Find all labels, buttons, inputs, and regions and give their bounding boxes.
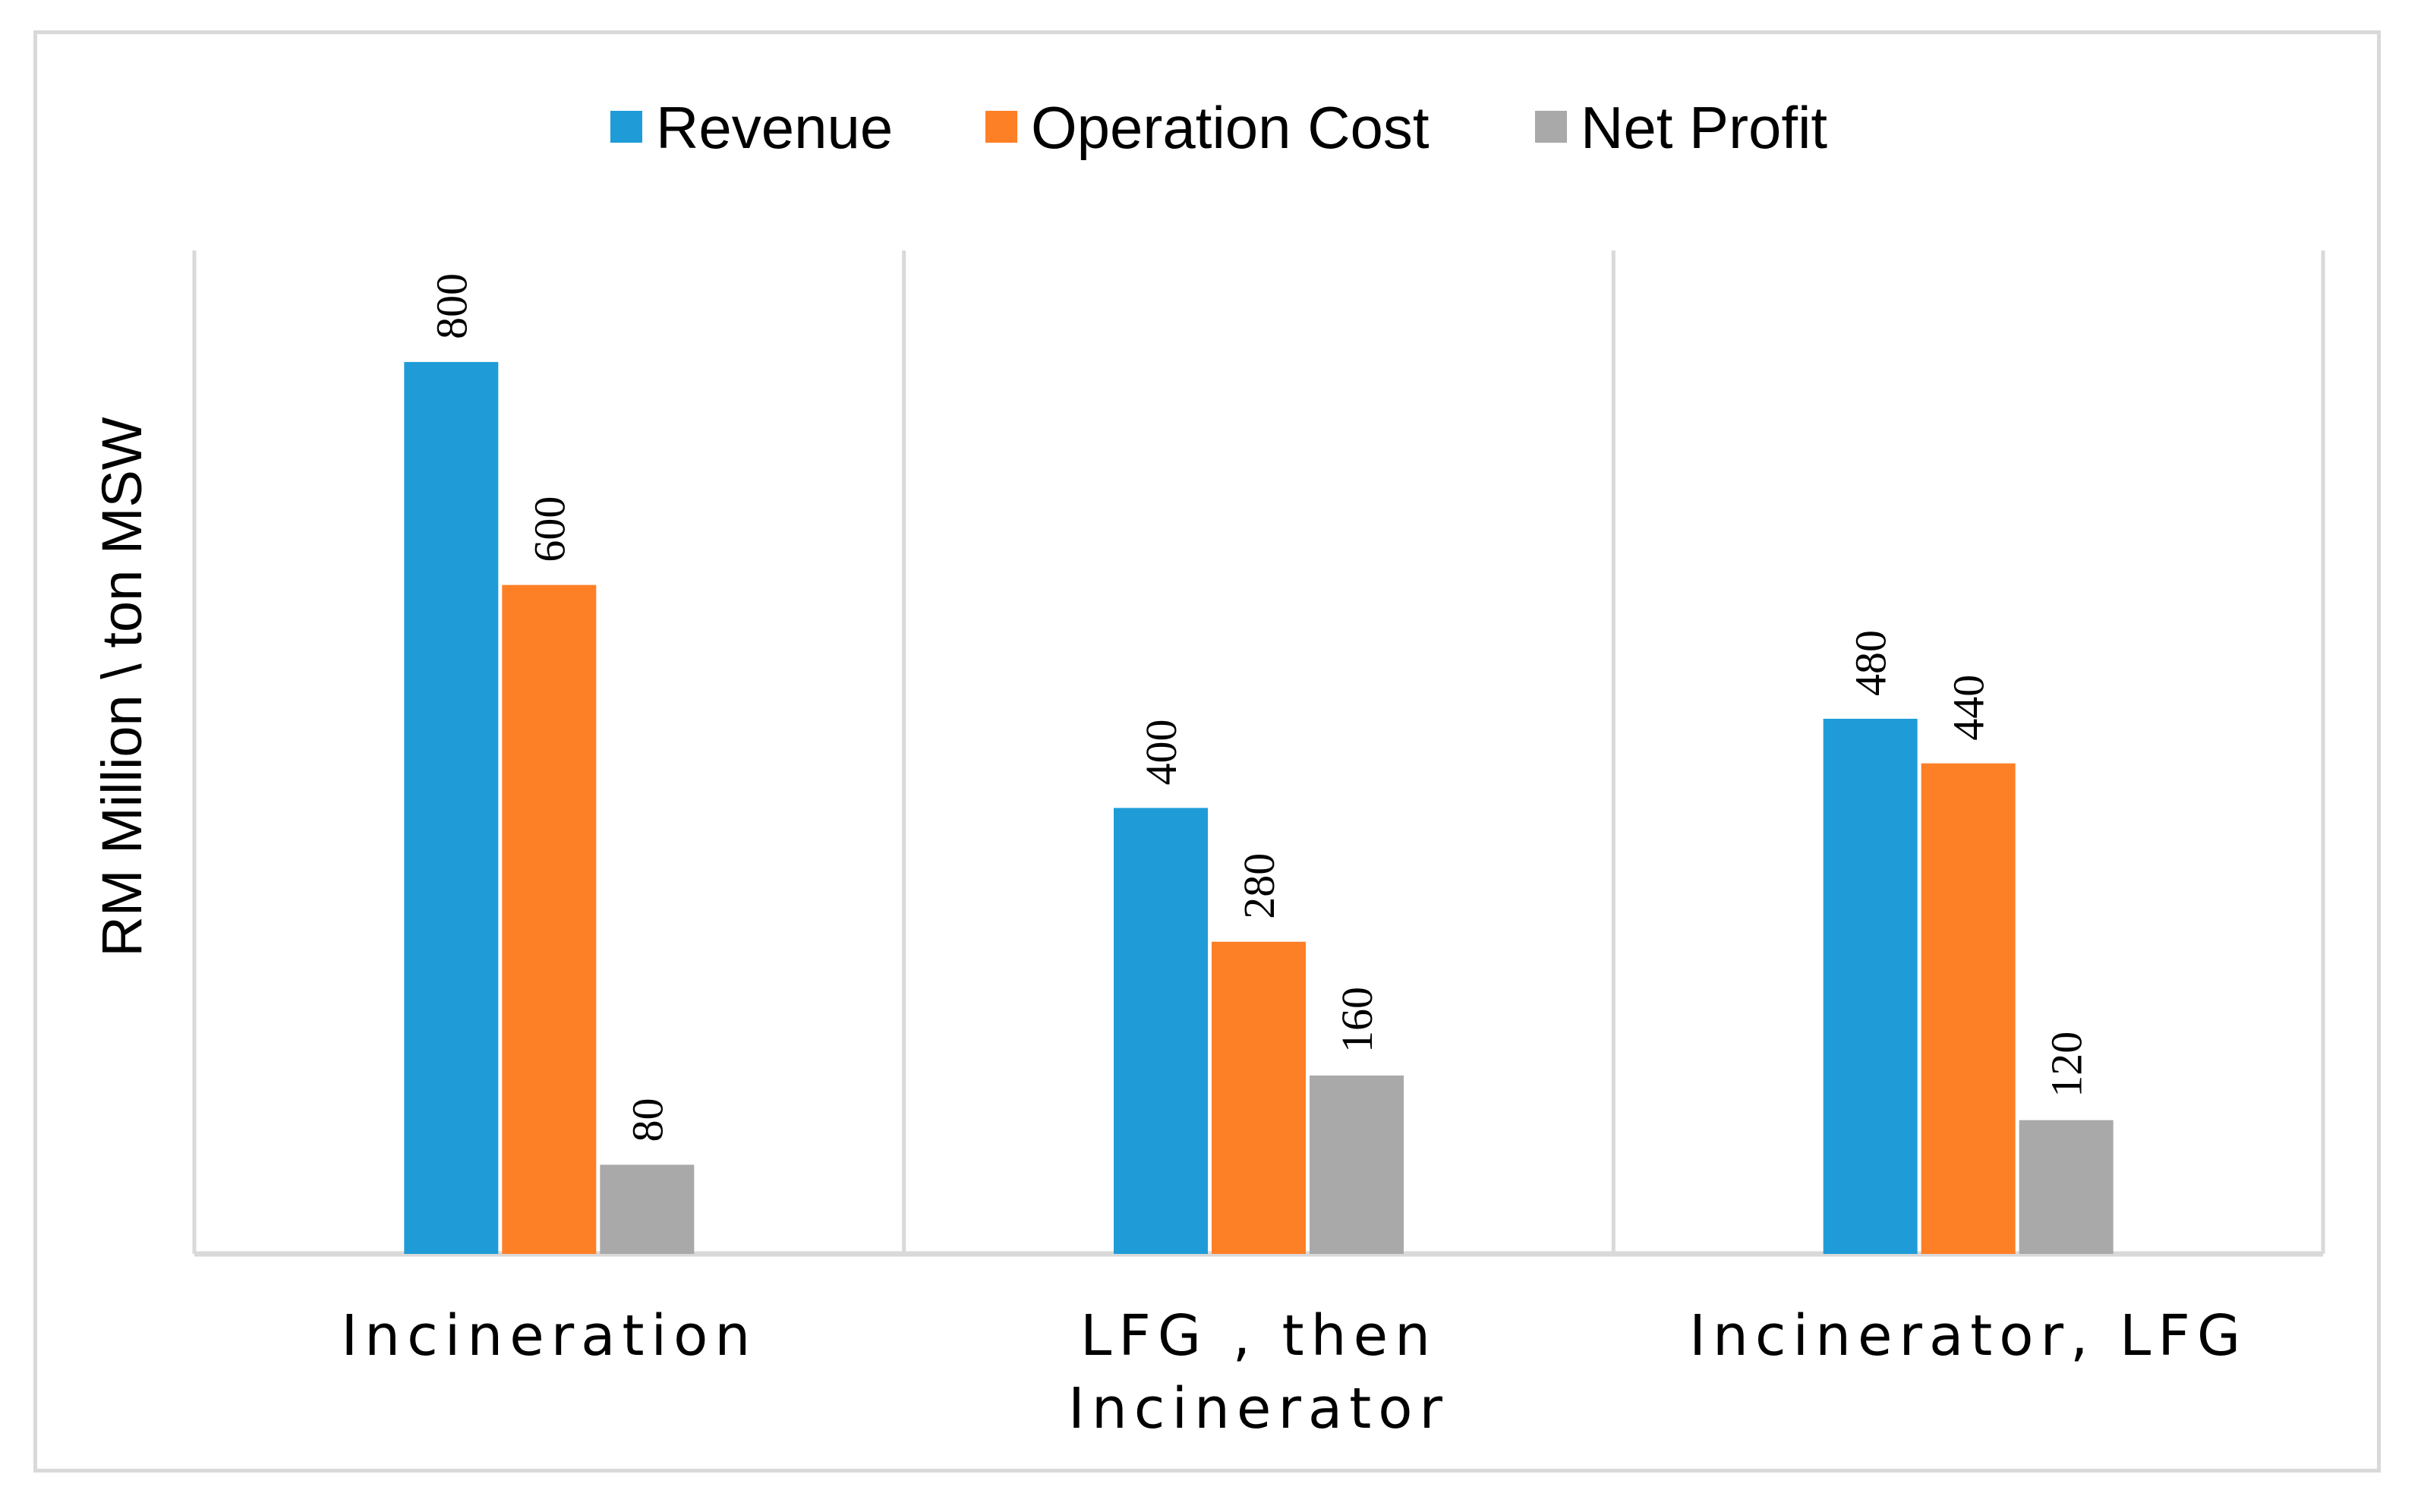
data-label: 600 <box>525 496 574 562</box>
bar-operation-cost <box>1212 941 1306 1254</box>
legend: Revenue Operation Cost Net Profit <box>610 94 1827 161</box>
data-label: 440 <box>1944 675 1994 741</box>
data-label: 400 <box>1136 719 1186 785</box>
bar-net-profit <box>600 1164 695 1254</box>
category-label: Incineration <box>341 1303 757 1369</box>
legend-item-net-profit: Net Profit <box>1535 94 1827 161</box>
legend-swatch <box>1535 111 1567 143</box>
legend-label: Operation Cost <box>1031 94 1430 161</box>
data-label: 480 <box>1846 630 1896 696</box>
category-label: LFG , then <box>1080 1303 1437 1369</box>
bar-revenue <box>1114 808 1208 1254</box>
y-axis-label: RM Million \ ton MSW <box>90 417 153 956</box>
bar-operation-cost <box>1921 763 2016 1254</box>
category-labels-layer: Incineration LFG , then Incinerator Inciner… <box>341 1303 2247 1441</box>
bar-operation-cost <box>502 584 597 1254</box>
legend-swatch <box>985 111 1017 143</box>
legend-swatch <box>610 111 642 143</box>
legend-item-operation-cost: Operation Cost <box>985 94 1430 161</box>
legend-label: Revenue <box>656 94 893 161</box>
legend-label: Net Profit <box>1581 94 1827 161</box>
bar-revenue <box>404 361 499 1254</box>
bar-net-profit <box>2019 1120 2114 1254</box>
data-label: 80 <box>623 1098 672 1142</box>
data-label: 800 <box>427 273 476 339</box>
category-label: Incinerator <box>1068 1376 1449 1441</box>
bars-layer <box>404 361 2114 1254</box>
bar-revenue <box>1823 718 1918 1254</box>
data-labels-layer: 800 600 80 400 280 160 480 440 120 <box>427 273 2091 1142</box>
category-label: Incinerator, LFG <box>1689 1303 2247 1369</box>
data-label: 280 <box>1234 853 1284 919</box>
data-label: 120 <box>2042 1032 2092 1098</box>
bar-net-profit <box>1310 1075 1404 1254</box>
data-label: 160 <box>1332 987 1382 1053</box>
legend-item-revenue: Revenue <box>610 94 893 161</box>
